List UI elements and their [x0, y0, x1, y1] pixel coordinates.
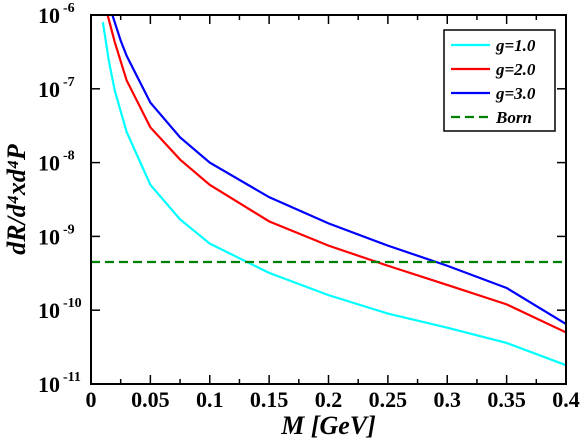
- series-line-1: [101, 21, 566, 367]
- y-tick-label-base: 10: [38, 77, 60, 102]
- x-tick-label: 0.4: [552, 387, 580, 412]
- legend-box: [443, 29, 556, 132]
- y-tick-label-base: 10: [38, 372, 60, 397]
- y-tick-label-base: 10: [38, 224, 60, 249]
- y-tick-label-exponent: -7: [63, 75, 75, 90]
- x-tick-label: 0.15: [250, 387, 289, 412]
- legend-label: Born: [495, 108, 532, 127]
- x-tick-label: 0.05: [131, 387, 170, 412]
- x-tick-label: 0.35: [487, 387, 526, 412]
- series-line-3: [111, 15, 566, 325]
- y-tick-label-exponent: -8: [63, 149, 75, 164]
- y-tick-label-base: 10: [38, 3, 60, 28]
- legend-label: g=1.0: [495, 36, 536, 55]
- y-axis-label: dR/d⁴xd⁴P: [2, 143, 31, 255]
- legend-label: g=2.0: [495, 60, 536, 79]
- y-tick-label-exponent: -10: [63, 296, 82, 311]
- y-tick-label: 10 -7: [38, 75, 75, 102]
- series-line-2: [106, 15, 566, 334]
- x-tick-label: 0: [86, 387, 97, 412]
- y-tick-label-base: 10: [38, 298, 60, 323]
- legend: g=1.0 g=2.0 g=3.0 Born: [443, 29, 556, 132]
- x-tick-label: 0.25: [369, 387, 408, 412]
- y-tick-label: 10 -9: [38, 222, 75, 249]
- y-tick-label: 10 -6: [38, 1, 75, 28]
- ticks-layer: [90, 14, 567, 385]
- series-layer: [91, 15, 566, 367]
- y-tick-label: 10 -8: [38, 149, 75, 176]
- y-tick-label: 10 -11: [38, 370, 81, 397]
- y-tick-label-exponent: -6: [63, 1, 75, 16]
- y-tick-label-base: 10: [38, 151, 60, 176]
- x-tick-label: 0.2: [315, 387, 343, 412]
- y-tick-label: 10 -10: [38, 296, 82, 323]
- y-tick-label-exponent: -9: [63, 222, 75, 237]
- x-tick-label: 0.1: [196, 387, 224, 412]
- legend-label: g=3.0: [495, 84, 536, 103]
- x-tick-labels: 0 0.05 0.1 0.15 0.2 0.25 0.3 0.35 0.4: [86, 387, 580, 412]
- x-tick-label: 0.3: [434, 387, 462, 412]
- y-tick-label-exponent: -11: [63, 370, 81, 385]
- x-axis-label: M [GeV]: [280, 411, 376, 440]
